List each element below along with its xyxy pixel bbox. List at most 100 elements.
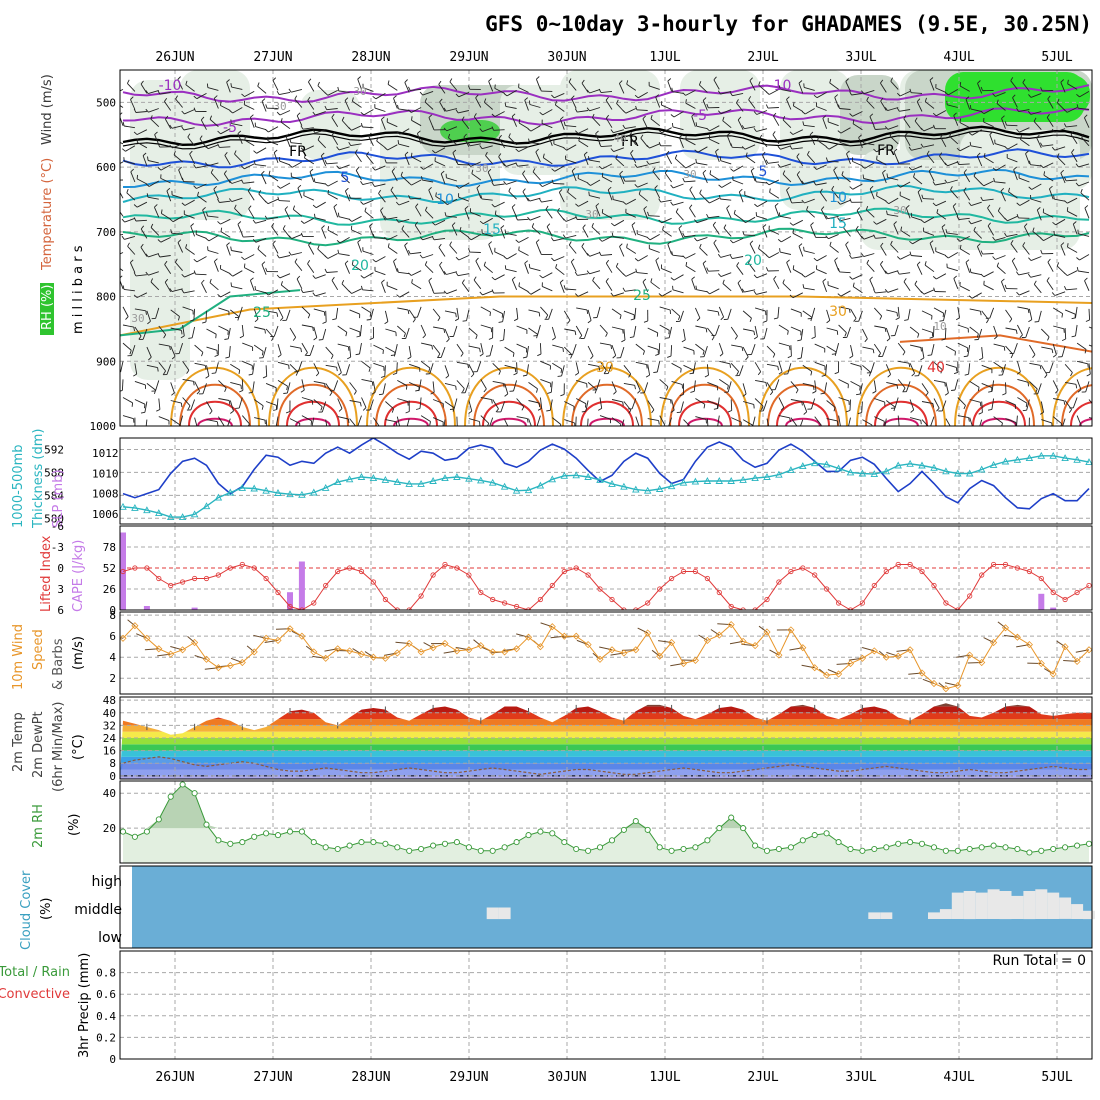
wind-barb [480, 415, 490, 424]
wind-barb-flag [348, 194, 351, 199]
wind-barb-flag [404, 151, 409, 156]
wind-barb-flag [887, 374, 891, 378]
wind-speed-point [1025, 641, 1033, 649]
wind-barb-flag [193, 258, 198, 263]
wind-barb [591, 226, 601, 235]
wind-barb-flag [1075, 163, 1079, 168]
wind-barb-flag [675, 208, 679, 213]
wind-barb [848, 417, 851, 426]
wind-barb-flag [309, 168, 314, 173]
wind-barb [792, 232, 804, 239]
wind-barb [642, 281, 649, 292]
wind-barb-flag [181, 273, 185, 278]
wind-barb [935, 87, 947, 93]
wind-barb-flag [133, 108, 137, 113]
wind-barb-flag [908, 363, 911, 368]
wind-barb [448, 137, 458, 146]
wind-barb-flag [396, 268, 399, 273]
wind-barb [321, 228, 327, 239]
wind-barb-flag [647, 211, 650, 216]
wind-barb [361, 397, 367, 408]
wind-barb-flag [613, 391, 617, 395]
wind-barb-flag [1076, 93, 1080, 98]
wind-barb-flag [380, 375, 385, 378]
thickness-point [751, 474, 759, 482]
wind-barb [136, 129, 148, 136]
wind-speed-point [763, 628, 771, 636]
wind-barb-flag [574, 108, 578, 113]
wind-barb-flag [896, 427, 900, 429]
li-point [871, 582, 877, 589]
wind-barb [667, 80, 673, 92]
li-point [430, 572, 436, 578]
chart-title: GFS 0~10day 3-hourly for GHADAMES (9.5E,… [485, 12, 1092, 36]
wind-barb [122, 342, 132, 351]
thickness-point [120, 502, 127, 510]
wind-barb-flag [886, 210, 888, 215]
wind-barb [289, 327, 297, 338]
temperature-band [120, 750, 1092, 757]
wind-barb [568, 81, 577, 91]
thickness-point [643, 486, 652, 494]
wind-barb-flag [956, 238, 961, 242]
wind-barb-flag [390, 186, 394, 191]
wind-barb-flag [282, 225, 286, 230]
wind-barb-flag [671, 122, 674, 127]
wind-barb-flag [711, 336, 715, 341]
wind-barb-flag [286, 386, 288, 391]
date-label: 5JUL [1041, 50, 1072, 65]
wind-barb [385, 328, 397, 333]
wind-barb-flag [1032, 354, 1036, 358]
wind-barb-flag [307, 96, 311, 101]
wind-barb [933, 379, 945, 383]
wind-barb-flag [1076, 104, 1079, 109]
wind-barb [762, 227, 768, 238]
thickness-point [333, 478, 342, 486]
wind-barb-flag [1061, 338, 1066, 342]
ylabel-rh-units: (%) [67, 814, 82, 837]
wind-barb [782, 282, 792, 292]
wind-barb-flag [953, 112, 957, 116]
wind-barb-flag [1027, 308, 1030, 314]
wind-barb-flag [822, 278, 827, 282]
wind-barb [1011, 260, 1018, 271]
wind-barb-flag [312, 326, 314, 332]
wind-barb [565, 125, 577, 128]
thickness-point [954, 469, 962, 477]
wind-barb-flag [189, 150, 193, 155]
wind-barb [993, 416, 1003, 424]
wind-barb [435, 196, 446, 203]
wind-barb [528, 400, 540, 404]
wind-barb [619, 246, 625, 257]
rh-point [656, 844, 663, 851]
wind-barb [648, 161, 660, 165]
wind-barb-flag [518, 246, 520, 251]
wind-barb [351, 125, 362, 131]
wind-barb-flag [498, 370, 501, 375]
wind-barb [944, 327, 947, 340]
rh-point [811, 832, 818, 839]
wind-barb [135, 111, 147, 113]
wind-barb [1052, 380, 1059, 391]
wind-barb [261, 264, 267, 275]
wind-barb-flag [865, 205, 869, 210]
wind-barb-flag [622, 124, 626, 129]
wind-barb [602, 176, 613, 183]
wind-barb [400, 175, 410, 184]
rh-point [1085, 840, 1092, 847]
rh-point [382, 840, 389, 847]
wind-barb [150, 281, 160, 291]
wind-barb [296, 278, 303, 289]
wind-barb [893, 151, 899, 163]
wind-barb [601, 163, 613, 170]
wind-barb-flag [527, 291, 532, 295]
wind-barb [380, 210, 386, 221]
wind-barb-flag [355, 427, 357, 430]
wind-barb [929, 243, 935, 254]
wind-barb-flag [765, 181, 770, 186]
wind-barb [994, 181, 1006, 184]
wind-barb-flag [250, 277, 254, 281]
wind-barb [134, 308, 146, 312]
wind-barb-flag [292, 205, 296, 210]
wind-barb-flag [733, 209, 736, 214]
